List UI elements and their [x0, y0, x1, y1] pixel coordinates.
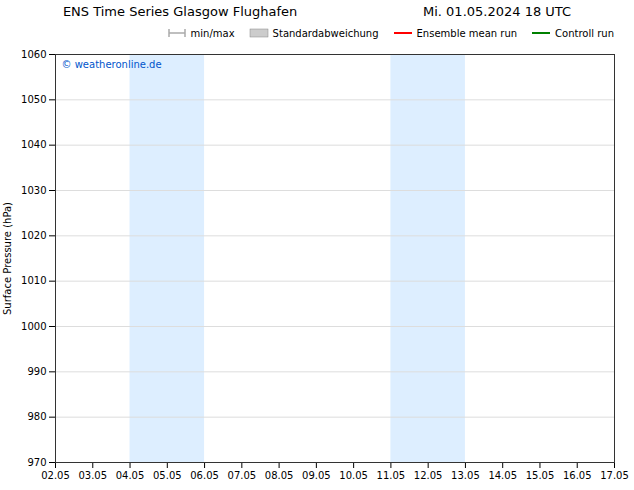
svg-text:1010: 1010 [21, 275, 46, 286]
svg-text:12.05: 12.05 [414, 470, 443, 481]
html-text:Mi. 01.05.2024 18 UTC: Mi. 01.05.2024 18 UTC [423, 4, 572, 19]
svg-text:1000: 1000 [21, 321, 46, 332]
svg-text:09.05: 09.05 [302, 470, 331, 481]
html-text:min/max: min/max [190, 27, 235, 39]
html-text:Standardabweichung: Standardabweichung [272, 27, 379, 39]
svg-text:17.05: 17.05 [600, 470, 629, 481]
svg-text:15.05: 15.05 [526, 470, 555, 481]
svg-text:10.05: 10.05 [339, 470, 368, 481]
svg-text:Surface Pressure (hPa): Surface Pressure (hPa) [2, 202, 13, 315]
svg-text:06.05: 06.05 [190, 470, 219, 481]
svg-text:04.05: 04.05 [116, 470, 145, 481]
svg-text:16.05: 16.05 [563, 470, 592, 481]
html-text:ENS Time Series Glasgow Flugha: ENS Time Series Glasgow Flughafen [62, 4, 298, 19]
svg-text:13.05: 13.05 [451, 470, 480, 481]
svg-text:1040: 1040 [21, 139, 46, 150]
svg-text:990: 990 [27, 366, 46, 377]
svg-text:1060: 1060 [21, 49, 46, 60]
svg-text:1030: 1030 [21, 185, 46, 196]
svg-text:980: 980 [27, 411, 46, 422]
svg-text:© weatheronline.de: © weatheronline.de [62, 59, 162, 70]
svg-text:1050: 1050 [21, 94, 46, 105]
svg-text:14.05: 14.05 [488, 470, 517, 481]
svg-text:07.05: 07.05 [228, 470, 257, 481]
html-text:Ensemble mean run: Ensemble mean run [416, 27, 518, 39]
svg-text:970: 970 [27, 457, 46, 468]
svg-text:08.05: 08.05 [265, 470, 294, 481]
svg-text:02.05: 02.05 [41, 470, 70, 481]
svg-text:03.05: 03.05 [78, 470, 107, 481]
svg-text:1020: 1020 [21, 230, 46, 241]
svg-text:05.05: 05.05 [153, 470, 182, 481]
html-text:Controll run: Controll run [555, 27, 614, 39]
svg-text:11.05: 11.05 [377, 470, 406, 481]
